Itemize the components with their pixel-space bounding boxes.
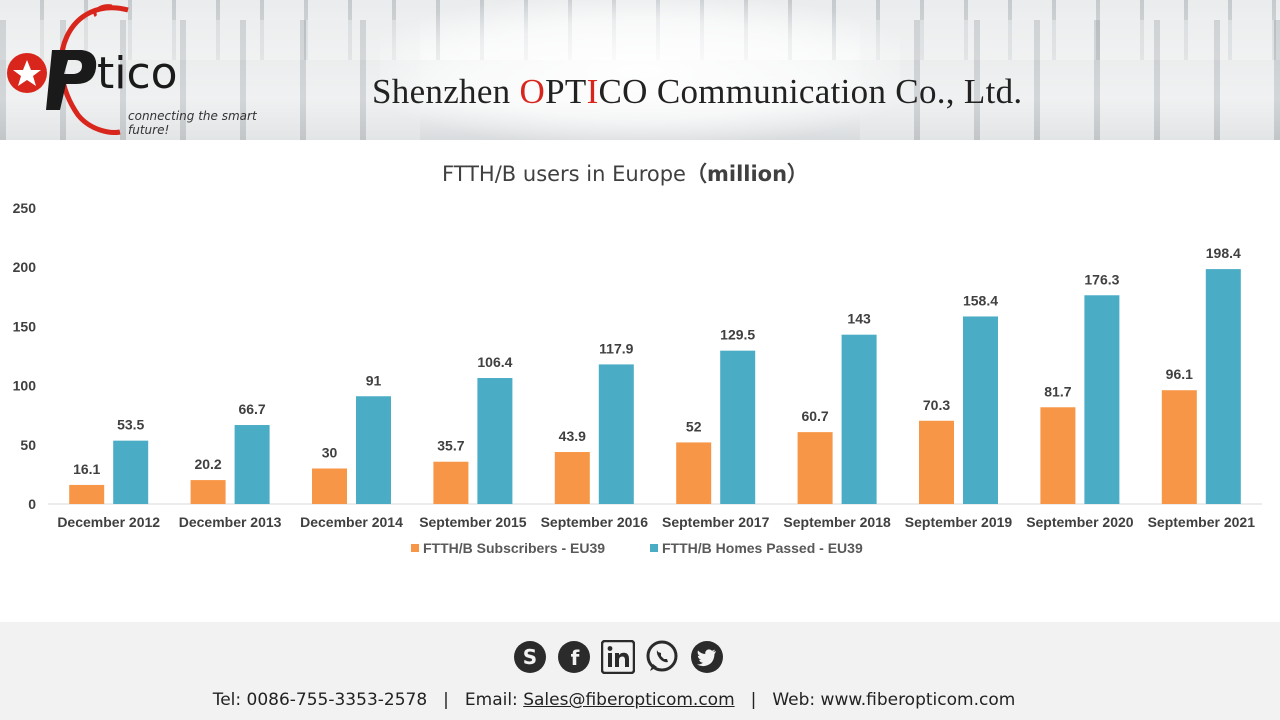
- social-icons: S f: [0, 640, 1280, 676]
- data-label: 96.1: [1166, 366, 1193, 382]
- banner-server-racks-right: [860, 20, 1280, 140]
- data-label: 81.7: [1044, 383, 1071, 399]
- data-label: 52: [686, 418, 702, 434]
- homes-passed-bar: [720, 350, 756, 504]
- company-brand-letters-pt: PT: [545, 72, 587, 111]
- legend-label: FTTH/B Homes Passed - EU39: [662, 540, 863, 556]
- company-name: Shenzhen OPTICO Communication Co., Ltd.: [372, 72, 1022, 112]
- data-label: 16.1: [73, 461, 100, 477]
- contact-separator: |: [443, 690, 449, 710]
- y-tick-label: 200: [13, 259, 37, 275]
- x-tick-label: December 2012: [57, 514, 160, 530]
- data-label: 60.7: [801, 408, 828, 424]
- subscribers-bar: [1040, 407, 1076, 504]
- footer-bar: [0, 622, 1280, 720]
- subscribers-bar: [676, 442, 712, 504]
- twitter-icon[interactable]: [690, 640, 724, 674]
- chart-title-unit: （million）: [685, 162, 809, 186]
- data-label: 35.7: [437, 438, 464, 454]
- whatsapp-icon[interactable]: [645, 640, 679, 674]
- subscribers-bar: [919, 420, 954, 504]
- y-tick-label: 0: [28, 496, 36, 512]
- legend-swatch: [411, 544, 419, 552]
- data-label: 198.4: [1206, 245, 1241, 261]
- subscribers-bar: [433, 461, 469, 504]
- contact-separator: |: [750, 690, 757, 710]
- contact-line: Tel: 0086-755-3353-2578 | Email: Sales@fib…: [0, 690, 1228, 710]
- optico-logo: tico connecting the smart future!: [0, 0, 300, 140]
- x-tick-label: September 2017: [662, 514, 770, 530]
- optico-logo-graphic: tico: [7, 4, 178, 135]
- company-brand-letter-o: O: [519, 72, 546, 111]
- contact-email-label: Email:: [464, 690, 518, 710]
- x-tick-label: September 2021: [1148, 514, 1256, 530]
- logo-tagline: connecting the smart future!: [128, 109, 257, 137]
- bar-chart: 0 50 100 150 200 250 16.1 53.5 December 2012 20.2…: [13, 200, 1262, 556]
- header-banner: tico connecting the smart future! Shenzh…: [0, 0, 1280, 140]
- data-label: 66.7: [238, 401, 265, 417]
- svg-text:tico: tico: [97, 48, 178, 99]
- homes-passed-bar: [598, 364, 634, 504]
- chart-title-text: FTTH/B users in Europe: [441, 162, 686, 186]
- skype-icon[interactable]: S: [513, 640, 547, 674]
- x-tick-label: September 2018: [783, 514, 891, 530]
- homes-passed-bar: [234, 425, 270, 504]
- homes-passed-bar: [477, 378, 513, 504]
- chart-title: FTTH/B users in Europe（million）: [0, 158, 1250, 188]
- data-label: 143: [847, 311, 871, 327]
- contact-website: Web: www.fiberopticom.com: [772, 690, 1016, 710]
- data-label: 117.9: [599, 340, 633, 356]
- data-label: 158.4: [963, 292, 998, 308]
- homes-passed-bar: [113, 440, 149, 504]
- legend-label: FTTH/B Subscribers - EU39: [423, 540, 605, 556]
- x-tick-label: September 2016: [541, 514, 649, 530]
- company-suffix: Communication Co., Ltd.: [647, 72, 1023, 111]
- banner-glow: [380, 0, 900, 140]
- x-tick-label: December 2014: [300, 514, 403, 530]
- facebook-icon[interactable]: f: [557, 640, 591, 674]
- data-label: 30: [322, 444, 338, 460]
- data-label: 176.3: [1084, 271, 1119, 287]
- x-tick-label: December 2013: [179, 514, 282, 530]
- subscribers-bar: [797, 432, 833, 504]
- y-tick-label: 250: [13, 200, 37, 216]
- subscribers-bar: [312, 468, 347, 504]
- subscribers-bar: [69, 484, 105, 504]
- contact-email-link[interactable]: Sales@fiberopticom.com: [523, 690, 735, 710]
- company-brand-letter-i: I: [586, 72, 599, 111]
- data-label: 20.2: [194, 456, 221, 472]
- data-label: 106.4: [477, 354, 512, 370]
- legend-swatch: [650, 544, 658, 552]
- y-tick-label: 100: [13, 378, 37, 394]
- x-tick-label: September 2015: [419, 514, 527, 530]
- svg-text:S: S: [523, 645, 537, 669]
- subscribers-bar: [554, 452, 590, 504]
- linkedin-icon[interactable]: [601, 640, 635, 674]
- homes-passed-bar: [356, 396, 391, 504]
- contact-phone: Tel: 0086-755-3353-2578: [212, 690, 428, 710]
- y-tick-label: 150: [13, 318, 37, 334]
- homes-passed-bar: [963, 316, 998, 504]
- homes-passed-bar: [841, 334, 877, 504]
- data-label: 70.3: [923, 397, 950, 413]
- svg-text:f: f: [571, 646, 580, 670]
- subscribers-bar: [190, 480, 226, 504]
- homes-passed-bar: [1205, 269, 1241, 504]
- homes-passed-bar: [1084, 295, 1120, 504]
- x-tick-label: September 2020: [1026, 514, 1134, 530]
- x-tick-label: September 2019: [905, 514, 1013, 530]
- data-label: 53.5: [117, 417, 144, 433]
- data-label: 43.9: [559, 428, 586, 444]
- data-label: 129.5: [720, 327, 755, 343]
- y-tick-label: 50: [20, 437, 36, 453]
- subscribers-bar: [1161, 390, 1197, 504]
- data-label: 91: [366, 372, 382, 388]
- company-brand-letters-co: CO: [598, 72, 648, 111]
- company-prefix: Shenzhen: [372, 72, 520, 111]
